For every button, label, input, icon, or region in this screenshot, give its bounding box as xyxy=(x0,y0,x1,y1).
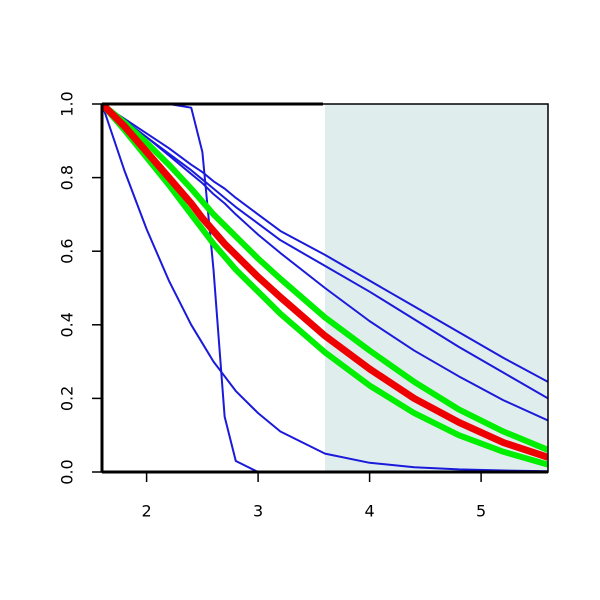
line-series xyxy=(102,104,548,383)
line-series xyxy=(102,104,548,468)
line-series xyxy=(102,104,548,453)
y-tick-label: 1.0 xyxy=(58,91,77,116)
y-tick-label: 0.4 xyxy=(58,312,77,337)
y-tick-label: 0.2 xyxy=(58,386,77,411)
line-series xyxy=(102,104,548,472)
x-tick-label: 2 xyxy=(142,502,152,521)
y-tick-label: 0.6 xyxy=(58,238,77,263)
line-series xyxy=(102,104,548,461)
x-tick-label: 4 xyxy=(365,502,375,521)
shaded-region xyxy=(325,104,548,472)
y-tick-label: 0.8 xyxy=(58,165,77,190)
y-tick-label: 0.0 xyxy=(58,459,77,484)
x-tick-label: 5 xyxy=(476,502,486,521)
line-series xyxy=(102,104,548,422)
x-tick-label: 3 xyxy=(253,502,263,521)
line-series xyxy=(102,104,548,472)
